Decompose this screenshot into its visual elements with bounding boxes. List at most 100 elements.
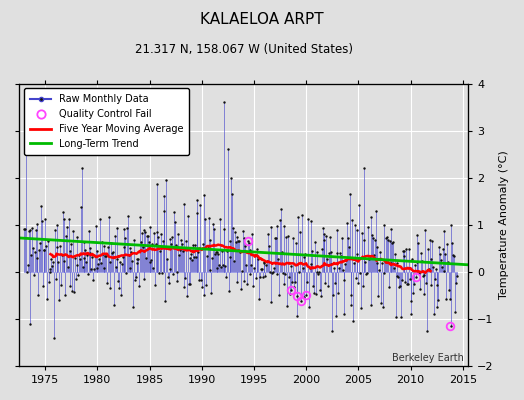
Point (388, 240, 397, 247)
Point (77, 204, 85, 210)
Point (28, 224, 36, 231)
Point (226, 238, 235, 244)
Point (291, 240, 300, 246)
Point (332, 313, 340, 320)
Point (266, 223, 275, 230)
Point (385, 284, 393, 291)
Point (422, 280, 430, 286)
Point (199, 292, 208, 298)
Point (204, 242, 212, 249)
Point (228, 191, 236, 198)
Point (443, 240, 451, 247)
Point (387, 260, 396, 266)
Point (93, 264, 102, 271)
Point (108, 249, 116, 256)
Point (76, 256, 84, 262)
Point (222, 274, 231, 280)
Point (268, 270, 277, 276)
Point (353, 251, 361, 258)
Point (50, 334, 58, 341)
Point (187, 255, 195, 262)
Point (405, 246, 413, 252)
Point (441, 251, 450, 257)
Point (24, 262, 32, 268)
Point (48, 263, 57, 269)
Point (438, 264, 446, 270)
Point (330, 265, 338, 271)
Point (236, 249, 244, 256)
Point (169, 271, 177, 277)
Point (210, 225, 218, 232)
Point (436, 251, 444, 258)
Point (97, 239, 106, 246)
Point (427, 256, 435, 262)
Point (100, 265, 108, 272)
Point (243, 281, 251, 288)
Point (283, 303, 291, 310)
Point (140, 276, 149, 282)
Point (123, 225, 131, 231)
Point (168, 234, 177, 240)
Point (212, 248, 221, 255)
Point (80, 239, 89, 245)
Point (307, 217, 315, 224)
Point (205, 236, 214, 243)
Point (209, 220, 217, 227)
Point (383, 234, 391, 240)
Point (181, 275, 190, 281)
Point (386, 238, 394, 244)
Point (147, 256, 156, 263)
Point (171, 218, 179, 225)
Point (151, 241, 160, 247)
Point (378, 260, 386, 266)
Point (245, 246, 254, 253)
Point (323, 256, 331, 262)
Point (315, 268, 323, 275)
Point (259, 260, 268, 266)
Point (313, 268, 322, 275)
Point (83, 252, 91, 258)
Point (329, 291, 337, 298)
Point (267, 299, 276, 305)
Point (99, 251, 107, 258)
Point (20, 226, 29, 232)
Point (289, 235, 297, 242)
Point (64, 264, 72, 270)
Point (412, 259, 421, 265)
Point (319, 237, 328, 243)
Point (35, 247, 43, 253)
Point (406, 311, 414, 318)
Point (174, 231, 182, 237)
Point (390, 265, 398, 272)
Point (150, 230, 158, 236)
Point (125, 245, 134, 251)
Point (158, 270, 166, 276)
Point (90, 266, 98, 272)
Point (211, 251, 219, 258)
Point (299, 294, 308, 300)
Point (230, 258, 238, 264)
Point (386, 225, 395, 232)
Point (432, 266, 440, 272)
Point (354, 280, 363, 286)
Point (138, 230, 146, 236)
Point (206, 267, 215, 273)
Point (275, 292, 283, 298)
Point (30, 249, 39, 256)
Point (291, 278, 299, 285)
Point (149, 264, 157, 271)
Point (411, 273, 420, 280)
Point (342, 256, 351, 263)
Point (394, 259, 402, 266)
Point (397, 314, 405, 320)
Point (190, 254, 198, 260)
Point (138, 244, 147, 250)
Point (196, 276, 205, 283)
Point (247, 262, 256, 268)
Point (111, 233, 119, 239)
Point (345, 244, 353, 251)
Point (239, 235, 248, 242)
Point (277, 206, 285, 212)
Point (316, 293, 325, 300)
Point (132, 273, 140, 280)
